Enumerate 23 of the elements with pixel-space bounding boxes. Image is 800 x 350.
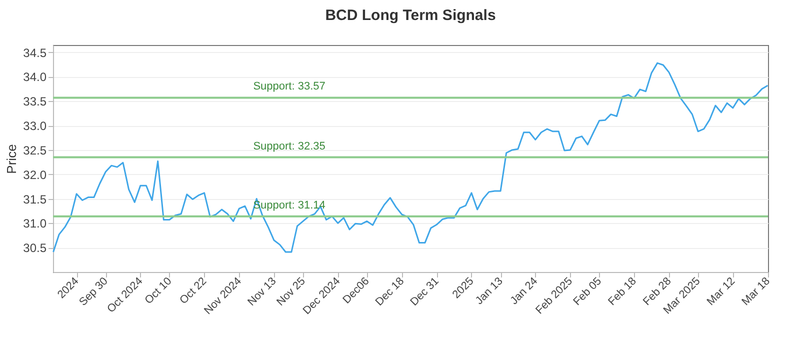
y-tick-label: 30.5: [23, 241, 47, 256]
chart-title: BCD Long Term Signals: [325, 7, 496, 24]
x-tick-label: Dec 31: [408, 275, 442, 308]
y-tick-label: 33.5: [23, 94, 47, 109]
line-series: [52, 62, 768, 253]
x-tick-label: Jan 13: [473, 275, 506, 308]
y-tick-label: 31.5: [23, 192, 47, 206]
x-tick-label: Oct 10: [142, 275, 174, 307]
x-tick-label: Oct 22: [178, 275, 210, 307]
y-tick-label: 33.0: [23, 119, 47, 134]
ref-line-label: Support: 32.35: [253, 140, 326, 152]
y-tick-label: 34.0: [23, 70, 47, 84]
y-tick-label: 34.5: [23, 46, 47, 60]
x-tick-label: Feb 18: [606, 275, 639, 308]
x-tick-label: Feb 05: [571, 275, 604, 308]
y-tick-label: 32.5: [23, 143, 47, 158]
x-tick-label: Mar 12: [704, 275, 738, 308]
x-tick-label: Dec 18: [373, 275, 407, 308]
ref-line-label: Support: 33.57: [253, 80, 326, 93]
y-axis-title: Price: [4, 144, 20, 174]
y-tick-label: 31.0: [23, 216, 47, 231]
y-tick-label: 32.0: [23, 168, 47, 182]
x-tick-label: Mar 18: [740, 275, 772, 308]
